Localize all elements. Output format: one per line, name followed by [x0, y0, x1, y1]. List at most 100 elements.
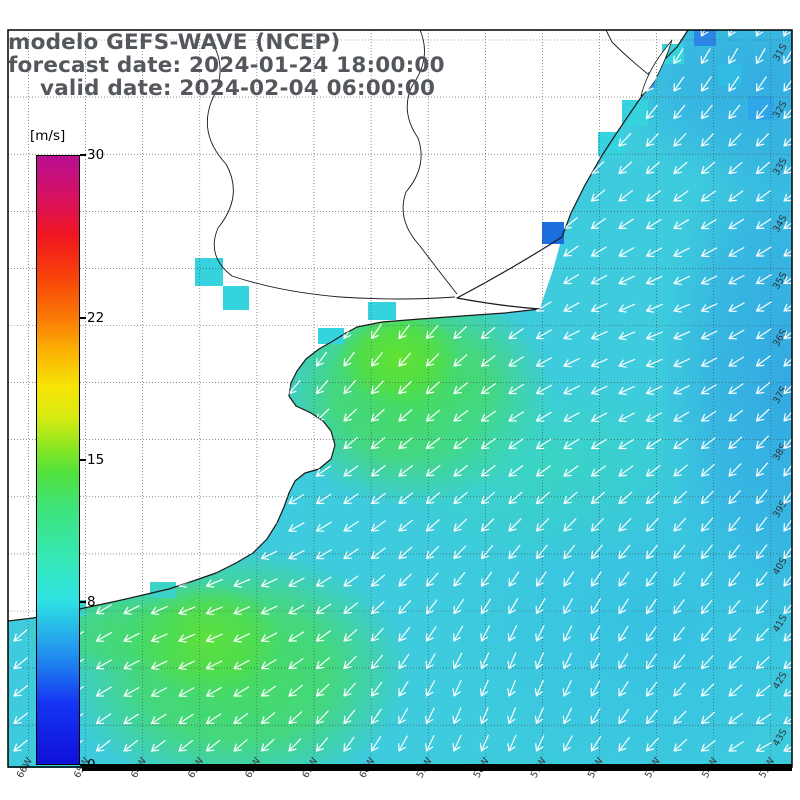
wind-arrow [339, 238, 355, 259]
wind-arrow [121, 489, 141, 508]
ocean-layer [8, 30, 792, 768]
wind-arrow [93, 488, 113, 507]
wind-arrow [10, 322, 29, 342]
wind-arrow [39, 107, 60, 123]
wind-arrow [148, 240, 167, 260]
wind-arrow [587, 74, 606, 94]
wind-arrow [257, 377, 277, 397]
wind-arrow [121, 573, 142, 590]
wind-arrow [203, 490, 224, 508]
wind-arrow [284, 183, 301, 204]
wind-arrow [10, 486, 27, 507]
wind-arrow [450, 267, 469, 287]
wind-arrow [422, 266, 440, 287]
wind-arrow [203, 130, 222, 150]
wind-arrow [202, 349, 221, 369]
wind-arrow [149, 546, 169, 563]
wind-arrow [203, 157, 222, 177]
wind-arrow [284, 238, 300, 259]
wind-arrow [175, 405, 195, 425]
wind-arrow [148, 461, 168, 480]
wind-arrow [312, 155, 328, 176]
wind-arrow [422, 238, 440, 259]
wind-arrow [10, 598, 30, 617]
colorbar-tick-mark [80, 316, 86, 319]
forecast-date-label: forecast date: 2024-01-24 18:00:00 [8, 53, 445, 78]
wind-arrow [422, 128, 439, 149]
wind-arrow [120, 267, 139, 287]
wind-arrow [94, 107, 115, 123]
wind-arrow [93, 573, 114, 590]
wind-arrow [148, 105, 169, 123]
wind-arrow [175, 266, 193, 287]
wind-arrow [175, 349, 193, 369]
wind-arrow [120, 432, 140, 452]
wind-arrow [313, 434, 333, 453]
wind-arrow [587, 102, 606, 122]
wind-arrow [422, 101, 440, 122]
wind-arrow [10, 542, 29, 562]
river-parana [206, 35, 456, 300]
wind-arrow [203, 103, 223, 122]
wind-arrow [477, 212, 496, 232]
wind-arrow [394, 155, 411, 176]
wind-arrow [394, 183, 411, 204]
wind-arrow [121, 133, 142, 150]
wind-arrow [230, 349, 248, 369]
wind-arrow [10, 295, 30, 315]
wind-arrow [175, 377, 194, 397]
wind-arrow [93, 516, 113, 535]
wind-arrow [257, 321, 275, 342]
wind-arrow [176, 519, 197, 535]
wind-arrow [202, 377, 222, 397]
wind-arrow [11, 215, 32, 233]
wind-arrow [450, 239, 468, 259]
wind-arrow [533, 185, 552, 205]
wind-arrow [312, 293, 329, 314]
wind-arrow [340, 128, 356, 149]
wind-arrow [147, 294, 166, 314]
wind-arrow [285, 321, 302, 342]
wind-arrow [505, 157, 523, 177]
wind-arrow [230, 377, 249, 397]
wind-arrow [450, 156, 467, 177]
wind-arrow [230, 405, 250, 425]
wind-arrow [395, 128, 411, 149]
wind-arrow [258, 434, 278, 453]
wind-arrow [312, 210, 328, 231]
wind-arrow [257, 293, 274, 314]
wind-speed-shading [25, 30, 792, 768]
wind-arrow [367, 101, 385, 122]
wind-arrow [257, 265, 274, 286]
colorbar-tick-label: 22 [87, 309, 105, 326]
wind-arrow [10, 514, 28, 534]
wind-arrow [10, 268, 31, 288]
wind-arrow [202, 321, 220, 342]
wind-arrow [258, 491, 279, 508]
wind-arrow [450, 101, 468, 122]
wind-arrow [230, 156, 248, 177]
wind-arrow [11, 107, 32, 123]
wind-arrow [121, 187, 141, 205]
colorbar-tick-label: 30 [87, 147, 105, 163]
wind-arrow [230, 321, 248, 342]
wind-arrow [147, 267, 166, 287]
wind-arrow [395, 266, 412, 287]
wind-arrow [367, 210, 383, 231]
wind-arrow [94, 161, 114, 178]
wind-arrow [66, 107, 87, 123]
colorbar-tick-mark [80, 154, 86, 156]
wind-arrow [450, 211, 467, 232]
wind-arrow [175, 239, 194, 259]
valid-date-label: valid date: 2024-02-04 06:00:00 [40, 76, 436, 101]
wind-arrow [10, 376, 27, 397]
wind-arrow [175, 433, 195, 452]
wind-arrow [312, 101, 330, 122]
wind-arrow [615, 74, 633, 94]
colorbar-unit-label: [m/s] [30, 128, 66, 144]
wind-arrow [367, 155, 383, 176]
wind-arrow [587, 46, 606, 67]
wind-arrow [257, 156, 275, 177]
wind-arrow [175, 158, 195, 177]
